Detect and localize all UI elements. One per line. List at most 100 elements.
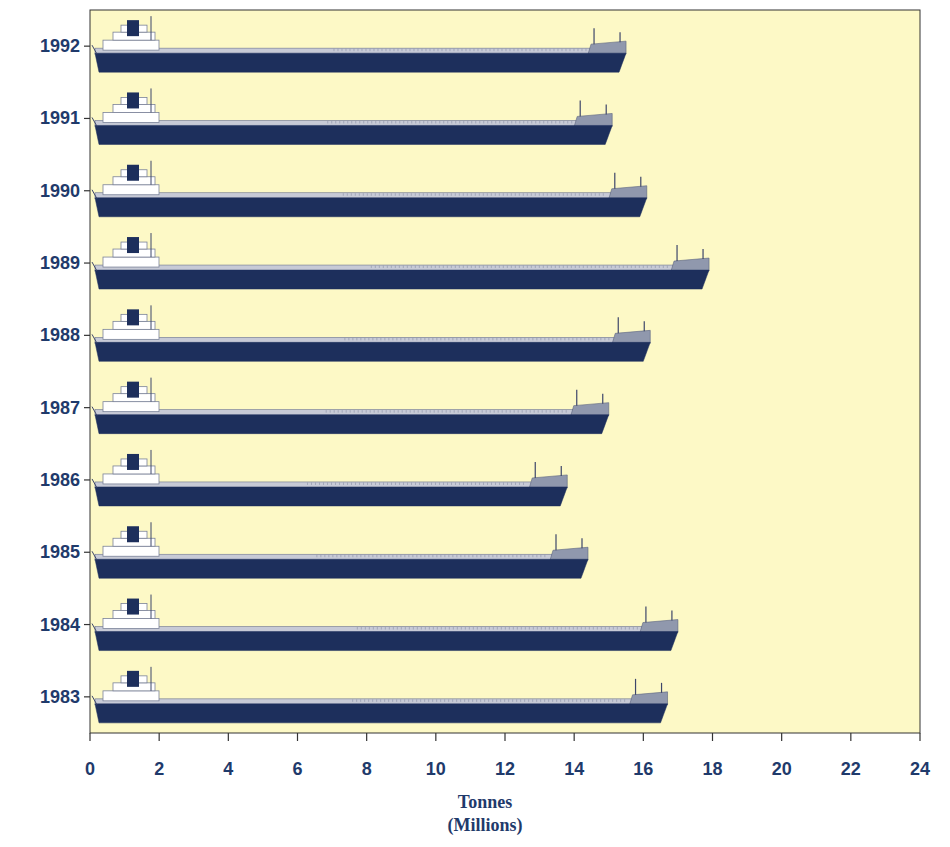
ship-hatch	[503, 121, 504, 124]
ship-hatch	[518, 410, 519, 413]
ship-hatch	[647, 266, 648, 269]
ship-hatch	[549, 49, 550, 52]
ship-hatch	[503, 482, 504, 485]
ship-hatch	[527, 266, 528, 269]
ship-mast	[151, 88, 152, 112]
ship-stern	[92, 262, 97, 271]
ship-hatch	[516, 699, 517, 702]
ship-stern	[92, 190, 97, 199]
ship-hatch	[450, 410, 451, 413]
ship-hatch	[469, 49, 470, 52]
ship-superstructure	[103, 546, 159, 556]
ship-hatch	[552, 699, 553, 702]
ship-hatch	[539, 193, 540, 196]
ship-hatch	[377, 49, 378, 52]
ship-hatch	[451, 266, 452, 269]
ship-hatch	[372, 555, 373, 558]
ship-hatch	[403, 266, 404, 269]
ship-hatch	[459, 266, 460, 269]
ship-mast	[535, 462, 536, 478]
ship-hatch	[521, 49, 522, 52]
ship-hatch	[540, 338, 541, 341]
ship-hatch	[525, 627, 526, 630]
ship-hatch	[412, 555, 413, 558]
ship-funnel	[127, 526, 139, 542]
ship-hatch	[563, 193, 564, 196]
ship-hatch	[589, 627, 590, 630]
y-tick	[84, 118, 90, 119]
ship-hatch	[567, 266, 568, 269]
ship-hatch	[566, 410, 567, 413]
ship-hatch	[524, 338, 525, 341]
ship-hatch	[409, 49, 410, 52]
ship-hatch	[399, 193, 400, 196]
ship-hatch	[411, 266, 412, 269]
ship-hatch	[488, 555, 489, 558]
ship-hatch	[343, 193, 344, 196]
ship-hatch	[510, 410, 511, 413]
ship-hatch	[543, 193, 544, 196]
ship-hatch	[555, 121, 556, 124]
ship-hatch	[560, 338, 561, 341]
ship-hatch	[433, 49, 434, 52]
ship-hatch	[360, 555, 361, 558]
ship-hatch	[356, 338, 357, 341]
ship-hatch	[376, 338, 377, 341]
ship-superstructure	[103, 257, 159, 267]
ship-hatch	[588, 338, 589, 341]
ship-hatch	[446, 410, 447, 413]
ship-hatch	[539, 266, 540, 269]
ship-hatch	[516, 555, 517, 558]
ship-hatch	[526, 410, 527, 413]
ship-hatch	[375, 193, 376, 196]
ship-hatch	[415, 193, 416, 196]
x-tick	[159, 733, 160, 741]
ship-hatch	[365, 627, 366, 630]
ship-hatch	[437, 49, 438, 52]
ship-hatch	[577, 49, 578, 52]
ship-hatch	[575, 193, 576, 196]
ship-hatch	[573, 49, 574, 52]
ship-hatch	[337, 49, 338, 52]
x-tick-label: 2	[154, 759, 164, 779]
ship-mast	[602, 394, 603, 404]
ship-funnel	[127, 20, 139, 36]
ship-hatch	[500, 699, 501, 702]
ship-hatch	[511, 121, 512, 124]
ship-hatch	[519, 482, 520, 485]
ship-hatch	[643, 266, 644, 269]
ship-hatch	[435, 482, 436, 485]
ship-hatch	[397, 627, 398, 630]
ship-hatch	[408, 555, 409, 558]
ship-hatch	[503, 266, 504, 269]
ship-hatch	[499, 482, 500, 485]
ship-hatch	[354, 410, 355, 413]
ship-hatch	[364, 555, 365, 558]
ship-mast	[645, 607, 646, 623]
ship-hatch	[399, 121, 400, 124]
ship-hatch	[359, 121, 360, 124]
ship-hatch	[439, 266, 440, 269]
ship-hatch	[497, 627, 498, 630]
x-tick	[89, 733, 90, 741]
x-tick	[574, 733, 575, 741]
ship	[92, 161, 647, 217]
ship-hatch	[555, 266, 556, 269]
ship-hatch	[569, 49, 570, 52]
ship-hatch	[428, 338, 429, 341]
ship-hatch	[377, 627, 378, 630]
ship-hatch	[464, 555, 465, 558]
ship-hatch	[569, 627, 570, 630]
ship-hatch	[477, 627, 478, 630]
ship-hatch	[616, 699, 617, 702]
ship-stern	[92, 551, 97, 560]
ship-hatch	[508, 555, 509, 558]
ship-hatch	[384, 699, 385, 702]
ship-hatch	[407, 266, 408, 269]
ship-hatch	[427, 121, 428, 124]
ship-hatch	[355, 193, 356, 196]
ship-hatch	[512, 699, 513, 702]
ship-hatch	[457, 627, 458, 630]
ship-hatch	[363, 193, 364, 196]
ship-hatch	[338, 410, 339, 413]
